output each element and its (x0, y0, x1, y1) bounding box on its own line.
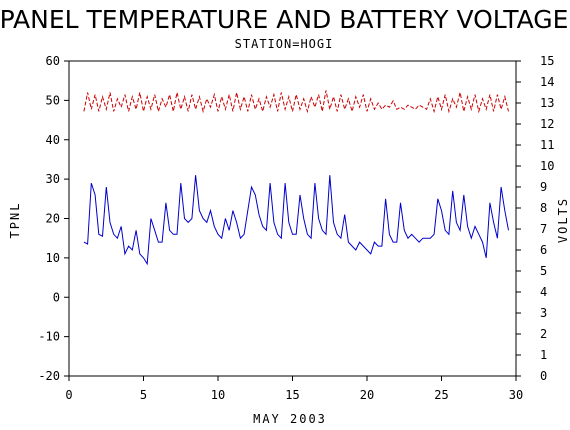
right-y-tick-label: 11 (540, 138, 554, 152)
right-y-tick-label: 4 (540, 285, 547, 299)
x-tick-label: 5 (140, 388, 147, 402)
right-y-tick-label: 14 (540, 75, 554, 89)
x-tick-label: 15 (285, 388, 299, 402)
left-y-tick-label: 60 (46, 54, 60, 68)
right-y-tick-label: 0 (540, 369, 547, 383)
x-tick-label: 10 (211, 388, 225, 402)
x-tick-label: 25 (434, 388, 448, 402)
left-y-axis-label: TPNL (8, 202, 22, 239)
x-axis-label: MAY 2003 (253, 412, 327, 426)
left-y-tick-label: 40 (46, 133, 60, 147)
left-y-tick-label: -10 (38, 330, 60, 344)
right-y-tick-label: 12 (540, 117, 554, 131)
series-layer (83, 90, 509, 266)
right-y-tick-label: 9 (540, 180, 547, 194)
left-y-axis: -20 -10 0 10 20 30 40 50 60 (38, 54, 69, 383)
x-axis: 0 5 10 15 20 25 30 (65, 376, 523, 402)
left-y-tick-label: 50 (46, 93, 60, 107)
right-y-tick-label: 13 (540, 96, 554, 110)
x-tick-label: 0 (65, 388, 72, 402)
left-y-tick-label: 10 (46, 251, 60, 265)
right-y-tick-label: 1 (540, 348, 547, 362)
right-y-tick-label: 10 (540, 159, 554, 173)
left-y-tick-label: -20 (38, 369, 60, 383)
right-y-tick-label: 3 (540, 306, 547, 320)
right-y-tick-label: 7 (540, 222, 547, 236)
left-y-tick-label: 20 (46, 212, 60, 226)
volts-series-line (83, 90, 509, 114)
right-y-tick-label: 8 (540, 201, 547, 215)
left-y-tick-label: 0 (53, 290, 60, 304)
right-y-tick-label: 2 (540, 327, 547, 341)
tpnl-series-line (83, 175, 509, 266)
x-tick-label: 30 (509, 388, 523, 402)
right-y-axis-label: VOLTS (556, 197, 570, 243)
right-y-tick-label: 6 (540, 243, 547, 257)
left-y-tick-label: 30 (46, 172, 60, 186)
chart-subtitle: STATION=HOGI (235, 37, 334, 51)
right-y-tick-label: 15 (540, 54, 554, 68)
x-tick-label: 20 (360, 388, 374, 402)
right-y-tick-label: 5 (540, 264, 547, 278)
chart-title: PANEL TEMPERATURE AND BATTERY VOLTAGE (0, 5, 568, 34)
